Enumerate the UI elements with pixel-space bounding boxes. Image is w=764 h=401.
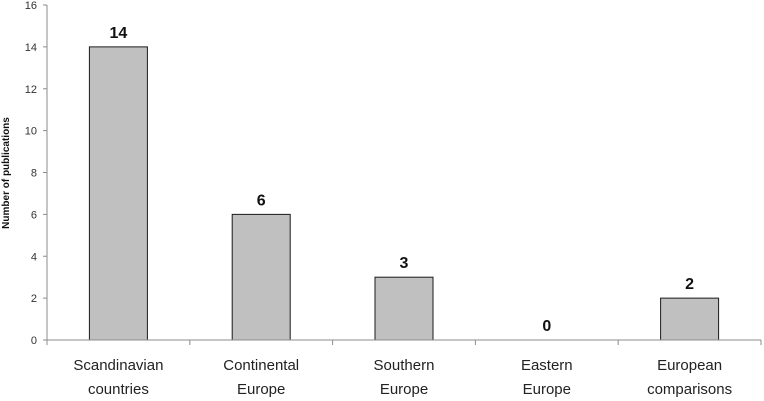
category-label: Continental (223, 357, 299, 374)
y-tick-label: 10 (25, 126, 37, 138)
data-label: 0 (542, 318, 551, 335)
category-label: Europe (523, 381, 571, 398)
category-label: Eastern (521, 357, 573, 374)
category-label: Europe (380, 381, 428, 398)
data-label: 2 (685, 276, 694, 293)
y-axis-title: Number of publications (1, 117, 12, 229)
y-tick-label: 8 (31, 168, 37, 180)
y-tick-label: 16 (25, 0, 37, 12)
y-tick-label: 2 (31, 293, 37, 305)
y-tick-label: 0 (31, 335, 37, 347)
category-label: countries (88, 381, 149, 398)
category-label: European (657, 357, 722, 374)
category-label: Europe (237, 381, 285, 398)
bar (660, 297, 720, 341)
data-label: 14 (110, 25, 128, 42)
y-tick-label: 6 (31, 209, 37, 221)
data-label: 6 (257, 192, 266, 209)
category-label: Southern (374, 357, 435, 374)
y-tick-label: 12 (25, 84, 37, 96)
y-tick-label: 4 (31, 251, 37, 263)
y-tick-label: 14 (25, 42, 37, 54)
category-label: Scandinavian (73, 357, 163, 374)
bar (231, 213, 291, 341)
data-label: 3 (400, 255, 409, 272)
bar (374, 276, 434, 341)
category-label: comparisons (647, 381, 732, 398)
bar (88, 46, 148, 341)
